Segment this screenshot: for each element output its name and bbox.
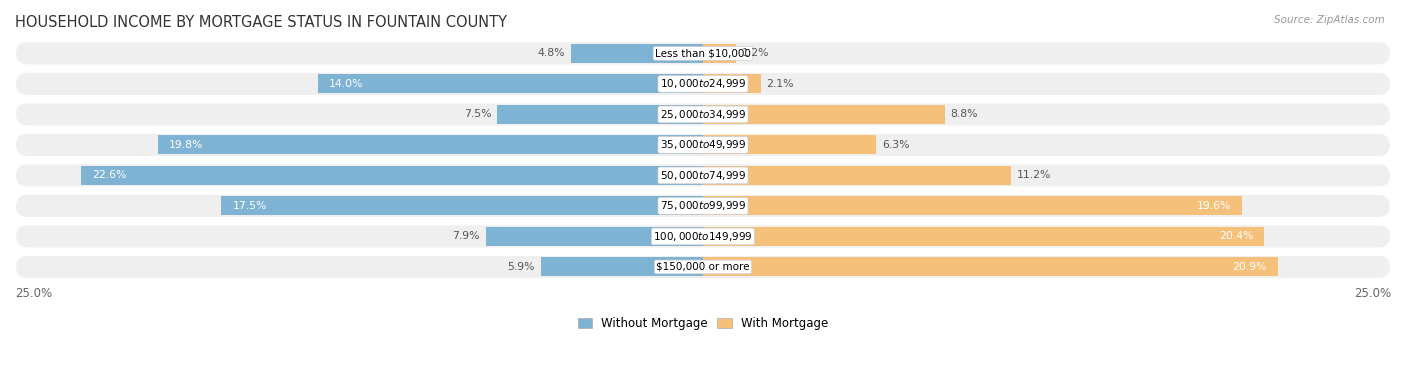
Legend: Without Mortgage, With Mortgage: Without Mortgage, With Mortgage (578, 317, 828, 330)
Text: $100,000 to $149,999: $100,000 to $149,999 (654, 230, 752, 243)
Text: 19.8%: 19.8% (169, 140, 204, 150)
Text: 8.8%: 8.8% (950, 109, 979, 119)
FancyBboxPatch shape (15, 255, 1391, 279)
Bar (703, 166, 1011, 185)
Text: $35,000 to $49,999: $35,000 to $49,999 (659, 138, 747, 152)
Bar (703, 74, 761, 93)
Text: 1.2%: 1.2% (741, 48, 769, 58)
Bar (703, 227, 1264, 246)
Text: $75,000 to $99,999: $75,000 to $99,999 (659, 200, 747, 212)
Text: $10,000 to $24,999: $10,000 to $24,999 (659, 77, 747, 90)
Text: Less than $10,000: Less than $10,000 (655, 48, 751, 58)
Bar (157, 135, 703, 154)
Bar (496, 105, 703, 124)
FancyBboxPatch shape (15, 164, 1391, 187)
Bar (703, 197, 1243, 215)
FancyBboxPatch shape (15, 225, 1391, 248)
Text: 11.2%: 11.2% (1017, 170, 1052, 180)
Bar (541, 257, 703, 276)
Bar (318, 74, 703, 93)
Text: $50,000 to $74,999: $50,000 to $74,999 (659, 169, 747, 182)
Bar (703, 44, 735, 63)
FancyBboxPatch shape (15, 133, 1391, 157)
Text: 4.8%: 4.8% (538, 48, 565, 58)
Bar (703, 135, 876, 154)
Text: 6.3%: 6.3% (882, 140, 910, 150)
Bar (221, 197, 703, 215)
Text: $25,000 to $34,999: $25,000 to $34,999 (659, 108, 747, 121)
Text: 25.0%: 25.0% (15, 287, 52, 300)
Text: $150,000 or more: $150,000 or more (657, 262, 749, 272)
Text: 7.5%: 7.5% (464, 109, 491, 119)
Text: HOUSEHOLD INCOME BY MORTGAGE STATUS IN FOUNTAIN COUNTY: HOUSEHOLD INCOME BY MORTGAGE STATUS IN F… (15, 15, 508, 30)
Text: 2.1%: 2.1% (766, 79, 794, 89)
FancyBboxPatch shape (15, 194, 1391, 218)
FancyBboxPatch shape (15, 72, 1391, 96)
Text: 20.9%: 20.9% (1233, 262, 1267, 272)
Bar (82, 166, 703, 185)
Text: 19.6%: 19.6% (1197, 201, 1232, 211)
Bar (703, 257, 1278, 276)
Text: Source: ZipAtlas.com: Source: ZipAtlas.com (1274, 15, 1385, 25)
Text: 5.9%: 5.9% (508, 262, 536, 272)
FancyBboxPatch shape (15, 42, 1391, 65)
Bar (571, 44, 703, 63)
Bar (485, 227, 703, 246)
Text: 20.4%: 20.4% (1219, 231, 1253, 242)
Text: 22.6%: 22.6% (91, 170, 127, 180)
FancyBboxPatch shape (15, 102, 1391, 126)
Text: 14.0%: 14.0% (329, 79, 363, 89)
Bar (703, 105, 945, 124)
Text: 25.0%: 25.0% (1354, 287, 1391, 300)
Text: 7.9%: 7.9% (453, 231, 479, 242)
Text: 17.5%: 17.5% (232, 201, 267, 211)
